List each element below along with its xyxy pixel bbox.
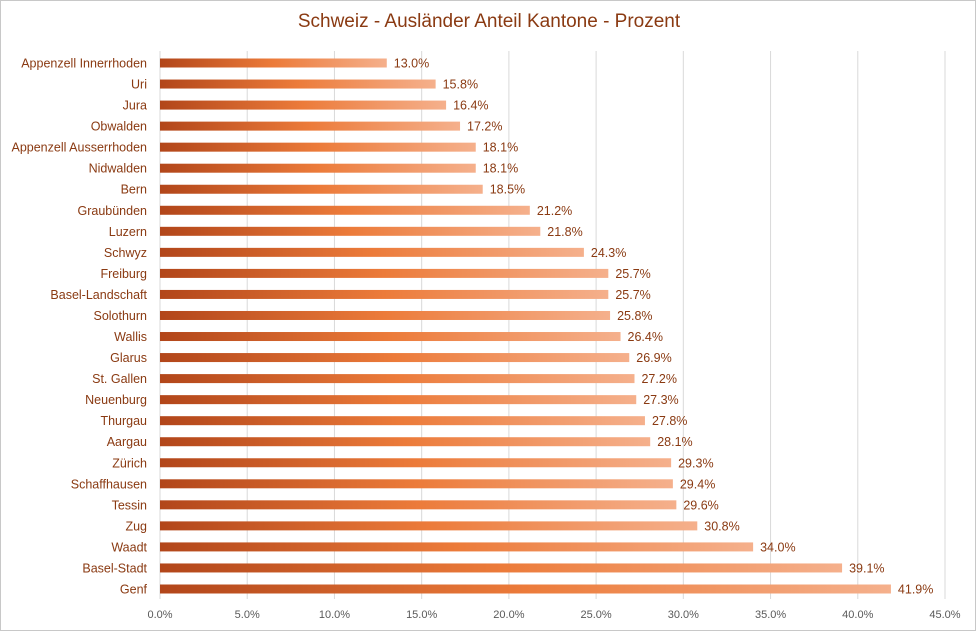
category-label: Appenzell Innerrhoden — [21, 57, 147, 71]
bar — [160, 521, 698, 531]
x-tick-label: 0.0% — [147, 609, 172, 621]
data-label: 39.1% — [849, 561, 884, 575]
data-label: 41.9% — [898, 583, 933, 597]
category-label: Uri — [131, 78, 147, 92]
bar — [160, 58, 387, 68]
bar — [160, 395, 637, 405]
category-label: Schaffhausen — [71, 477, 147, 491]
data-label: 15.8% — [443, 78, 478, 92]
category-label: Neuenburg — [85, 393, 147, 407]
category-label: Solothurn — [93, 309, 147, 323]
category-label: St. Gallen — [92, 372, 147, 386]
bar — [160, 205, 530, 215]
bar — [160, 268, 609, 278]
x-tick-label: 30.0% — [668, 609, 699, 621]
x-tick-label: 45.0% — [929, 609, 960, 621]
bar — [160, 353, 630, 363]
data-label: 27.2% — [641, 372, 676, 386]
data-label: 29.6% — [683, 498, 718, 512]
chart-title: Schweiz - Ausländer Anteil Kantone - Pro… — [297, 11, 681, 32]
category-label: Freiburg — [100, 267, 147, 281]
bar — [160, 100, 447, 110]
data-label: 30.8% — [704, 519, 739, 533]
x-tick-label: 15.0% — [406, 609, 437, 621]
bar — [160, 184, 483, 194]
category-label: Tessin — [112, 498, 147, 512]
data-label: 29.3% — [678, 456, 713, 470]
category-label: Basel-Landschaft — [50, 288, 147, 302]
category-label: Basel-Stadt — [82, 561, 147, 575]
data-label: 21.2% — [537, 204, 572, 218]
data-label: 18.1% — [483, 141, 518, 155]
data-label: 18.5% — [490, 183, 525, 197]
data-label: 29.4% — [680, 477, 715, 491]
x-tick-label: 20.0% — [493, 609, 524, 621]
data-label: 28.1% — [657, 435, 692, 449]
x-tick-label: 25.0% — [581, 609, 612, 621]
data-label: 34.0% — [760, 540, 795, 554]
category-label: Bern — [121, 183, 147, 197]
category-label: Wallis — [114, 330, 147, 344]
bar — [160, 226, 541, 236]
category-label: Genf — [120, 583, 148, 597]
x-tick-label: 5.0% — [235, 609, 260, 621]
data-label: 24.3% — [591, 246, 626, 260]
category-label: Glarus — [110, 351, 147, 365]
category-label: Aargau — [107, 435, 147, 449]
data-label: 27.8% — [652, 414, 687, 428]
data-label: 26.4% — [628, 330, 663, 344]
category-label: Graubünden — [77, 204, 147, 218]
data-label: 25.8% — [617, 309, 652, 323]
data-label: 16.4% — [453, 99, 488, 113]
category-label: Zürich — [112, 456, 147, 470]
bar — [160, 79, 436, 89]
x-tick-label: 35.0% — [755, 609, 786, 621]
category-label: Obwalden — [91, 120, 147, 134]
x-tick-label: 10.0% — [319, 609, 350, 621]
data-label: 13.0% — [394, 57, 429, 71]
bar — [160, 500, 677, 510]
data-label: 21.8% — [547, 225, 582, 239]
category-label: Nidwalden — [89, 162, 147, 176]
bar — [160, 142, 476, 152]
bar — [160, 332, 621, 342]
data-label: 17.2% — [467, 120, 502, 134]
bar — [160, 584, 891, 594]
data-label: 25.7% — [615, 288, 650, 302]
data-label: 18.1% — [483, 162, 518, 176]
bar — [160, 374, 635, 384]
data-label: 27.3% — [643, 393, 678, 407]
bar — [160, 247, 584, 257]
bar — [160, 416, 645, 426]
data-label: 25.7% — [615, 267, 650, 281]
category-label: Luzern — [109, 225, 147, 239]
category-label: Schwyz — [104, 246, 147, 260]
category-label: Thurgau — [100, 414, 147, 428]
category-label: Waadt — [111, 540, 147, 554]
data-label: 26.9% — [636, 351, 671, 365]
bar — [160, 289, 609, 299]
category-label: Appenzell Ausserrhoden — [11, 141, 147, 155]
bar — [160, 563, 843, 573]
category-label: Zug — [125, 519, 147, 533]
bar — [160, 542, 754, 552]
category-label: Jura — [123, 99, 147, 113]
bar — [160, 437, 651, 447]
bar — [160, 479, 673, 489]
bar — [160, 458, 672, 468]
bar — [160, 121, 461, 131]
bar — [160, 163, 476, 173]
x-tick-label: 40.0% — [842, 609, 873, 621]
bar — [160, 310, 611, 320]
